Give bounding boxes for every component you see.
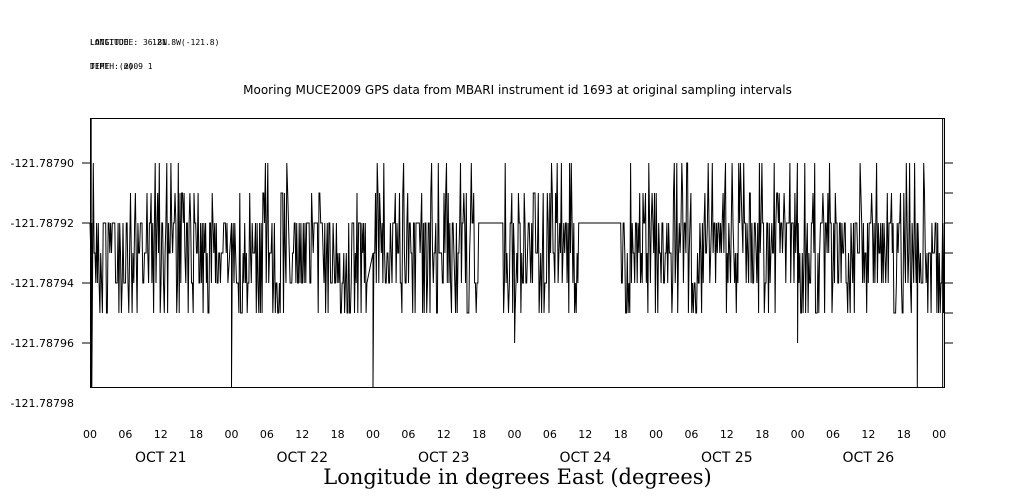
day-label: OCT 26 <box>843 450 895 466</box>
x-tick-label: 06 <box>260 428 274 441</box>
x-axis: 00 06 12 18 00 06 12 18 00 06 12 18 00 06 12 18 00 06 12 18… <box>83 428 946 466</box>
header-position-value: 121.8W(-121.8) <box>152 38 220 47</box>
x-tick-label: 18 <box>189 428 203 441</box>
day-label: OCT 25 <box>701 450 753 466</box>
header-longitude-label: LONGITUDE <box>90 38 134 47</box>
x-tick-label: 12 <box>720 428 734 441</box>
x-tick-label: 06 <box>118 428 132 441</box>
y-tick-label: -121.78798 <box>11 397 74 410</box>
x-tick-label: 06 <box>543 428 557 441</box>
x-tick-label: 18 <box>472 428 486 441</box>
x-tick-label: 00 <box>791 428 805 441</box>
day-label: OCT 21 <box>135 450 187 466</box>
y-tick-label: -121.78792 <box>11 217 74 230</box>
chart-title: Mooring MUCE2009 GPS data from MBARI ins… <box>243 83 792 97</box>
x-tick-label: 00 <box>83 428 97 441</box>
x-tick-label: 00 <box>225 428 239 441</box>
x-tick-label: 00 <box>649 428 663 441</box>
x-tick-label: 12 <box>154 428 168 441</box>
x-tick-label: 12 <box>295 428 309 441</box>
y-tick-label: -121.78794 <box>11 277 74 290</box>
x-tick-label: 06 <box>826 428 840 441</box>
x-tick-label: 00 <box>508 428 522 441</box>
day-label: OCT 23 <box>418 450 470 466</box>
x-tick-label: 06 <box>401 428 415 441</box>
x-tick-label: 18 <box>614 428 628 441</box>
x-tick-label: 18 <box>755 428 769 441</box>
x-tick-label: 12 <box>578 428 592 441</box>
x-tick-label: 12 <box>437 428 451 441</box>
header-time-label: TIME : 2009 1 <box>90 62 153 71</box>
series-longitude <box>89 118 945 389</box>
day-label: OCT 24 <box>559 450 611 466</box>
x-tick-label: 18 <box>897 428 911 441</box>
x-tick-label: 06 <box>684 428 698 441</box>
y-axis: -121.78790 -121.78792 -121.78794 -121.78796… <box>11 157 953 410</box>
y-tick-label: -121.78790 <box>11 157 74 170</box>
series-line <box>89 162 945 389</box>
header-latitude-label: LATITUDE : 36.8N <box>90 38 168 47</box>
day-label: OCT 22 <box>276 450 328 466</box>
header-depth-label: DEPTH (m) <box>90 62 134 71</box>
x-tick-label: 18 <box>331 428 345 441</box>
x-tick-label: 00 <box>366 428 380 441</box>
x-tick-label: 12 <box>861 428 875 441</box>
x-tick-label: 00 <box>932 428 946 441</box>
y-tick-label: -121.78796 <box>11 337 74 350</box>
x-axis-label: Longitude in degrees East (degrees) <box>323 465 712 489</box>
